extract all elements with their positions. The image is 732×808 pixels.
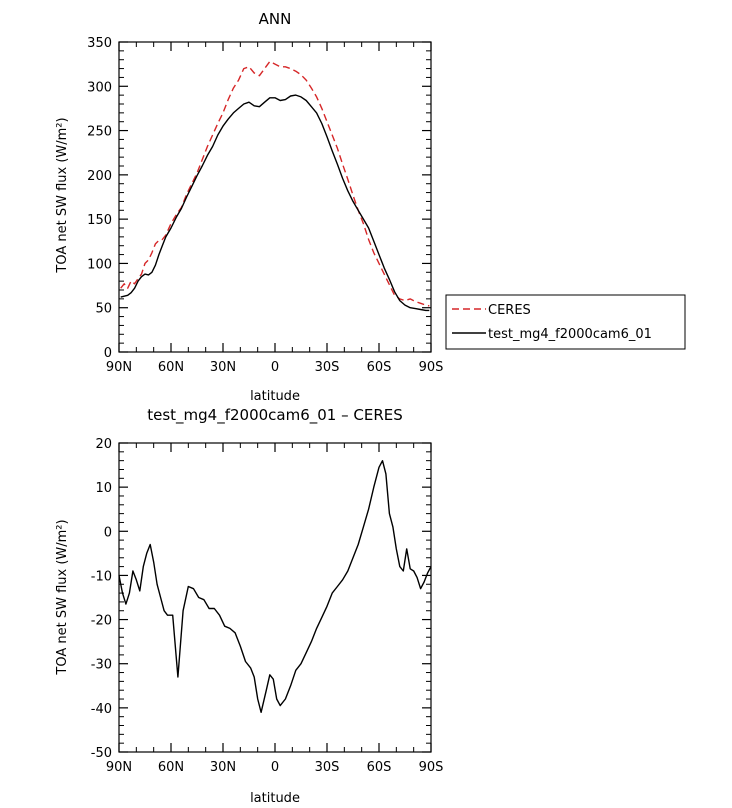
top-plot-area: 0 50 100 150 200 250 300 350 90N 60N 30N 0 30S 60S 90S [87, 36, 443, 375]
x-tick-label: 90S [419, 360, 444, 375]
legend-label-ceres: CERES [488, 303, 531, 318]
y-tick-label: 200 [87, 169, 112, 184]
legend: CERES test_mg4_f2000cam6_01 [445, 294, 686, 350]
bottom-y-axis-label: TOA net SW flux (W/m²) [55, 519, 70, 675]
plot-frame [118, 442, 432, 753]
panel-top-chart: ANN 0 50 100 150 200 250 300 350 90N 60N 30N 0 30S 60… [55, 10, 686, 404]
y-tick-label: 0 [104, 346, 112, 361]
x-tick-label: 60N [158, 360, 184, 375]
x-tick-label: 90S [419, 760, 444, 775]
x-tick-label: 60N [158, 760, 184, 775]
series-line-test-mg4-f2000cam6-01 [120, 94, 430, 312]
bottom-plot-area: -50 -40 -30 -20 -10 0 10 20 90N 60N 30N 0 30S 60S 90S [91, 437, 444, 775]
panel-bottom-chart: test_mg4_f2000cam6_01 – CERES -50-40-30-… [55, 406, 443, 806]
x-tick-label: 0 [271, 760, 279, 775]
x-tick-label: 30N [210, 360, 236, 375]
series-line-ceres [120, 60, 430, 307]
x-tick-label: 30S [315, 760, 340, 775]
y-tick-label: -10 [91, 569, 112, 584]
y-tick-label: 10 [95, 481, 112, 496]
y-tick-label: 350 [87, 36, 112, 51]
y-tick-label: 20 [95, 437, 112, 452]
top-y-axis-label: TOA net SW flux (W/m²) [55, 117, 70, 273]
legend-box [445, 294, 686, 350]
plot-frame [118, 41, 432, 353]
y-tick-label: 100 [87, 257, 112, 272]
legend-label-model: test_mg4_f2000cam6_01 [488, 327, 652, 342]
bottom-chart-title: test_mg4_f2000cam6_01 – CERES [147, 406, 403, 425]
y-tick-label: -40 [91, 702, 112, 717]
top-chart-title: ANN [259, 10, 292, 28]
x-tick-label: 90N [106, 760, 132, 775]
y-tick-label: 300 [87, 80, 112, 95]
y-tick-label: -20 [91, 614, 112, 629]
y-tick-label: -30 [91, 658, 112, 673]
x-tick-label: 90N [106, 360, 132, 375]
y-tick-label: 250 [87, 125, 112, 140]
series-line-difference [118, 460, 432, 713]
x-tick-label: 30S [315, 360, 340, 375]
y-tick-label: 50 [95, 302, 112, 317]
y-tick-label: 0 [104, 525, 112, 540]
x-tick-label: 0 [271, 360, 279, 375]
y-tick-label: -50 [91, 746, 112, 761]
top-x-axis-label: latitude [250, 389, 300, 404]
x-tick-label: 60S [367, 760, 392, 775]
x-tick-label: 60S [367, 360, 392, 375]
y-tick-label: 150 [87, 213, 112, 228]
x-tick-label: 30N [210, 760, 236, 775]
bottom-x-axis-label: latitude [250, 791, 300, 806]
